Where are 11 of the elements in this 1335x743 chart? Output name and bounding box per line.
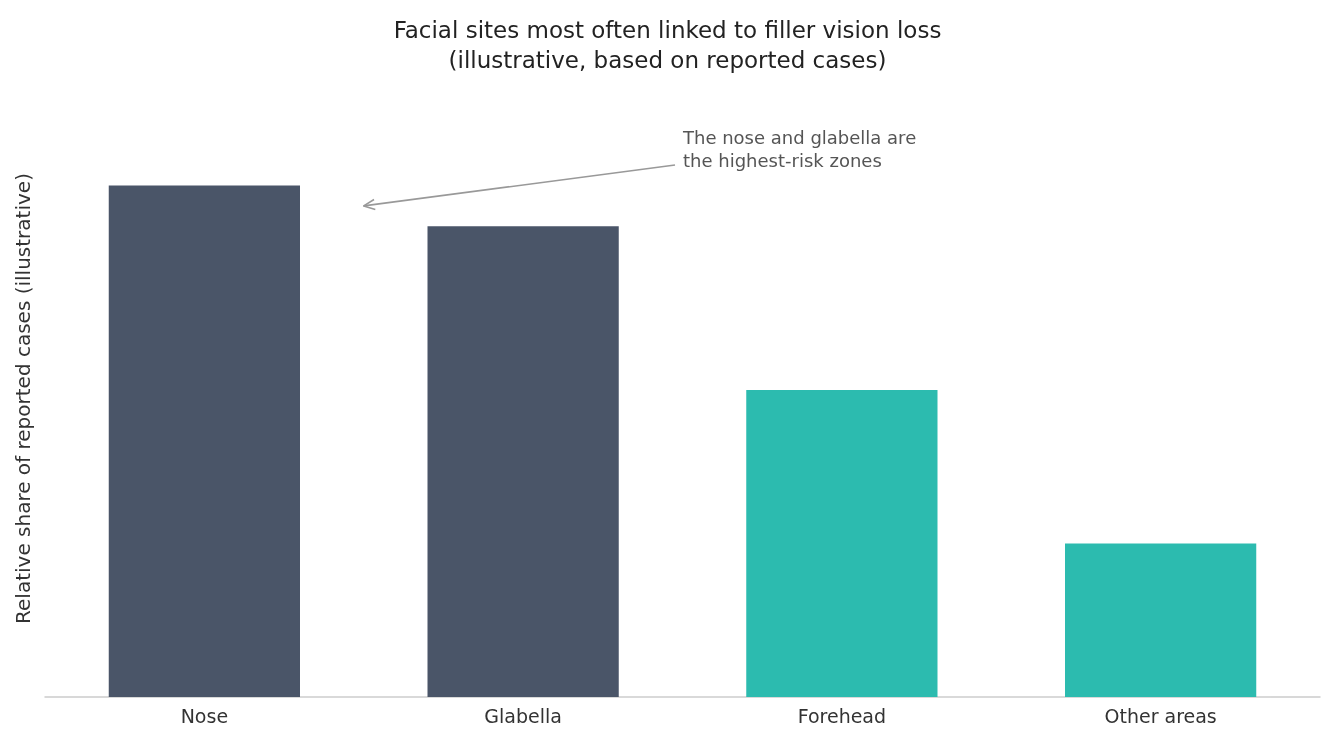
bar — [108, 185, 300, 697]
chart-title: Facial sites most often linked to filler vision loss (illustrative, based on reported cases) — [393, 17, 942, 73]
x-tick-label: Glabella — [484, 704, 562, 727]
x-tick-label: Forehead — [797, 704, 887, 727]
bar — [746, 390, 938, 697]
bar — [1065, 543, 1257, 697]
y-axis-title: Relative share of reported cases (illustrative) — [11, 173, 35, 624]
bar — [427, 226, 619, 697]
text: The nose and glabella are the highest-risk zones — [682, 127, 917, 171]
x-tick-label: Nose — [180, 704, 229, 727]
x-tick-label: Other areas — [1104, 704, 1217, 727]
